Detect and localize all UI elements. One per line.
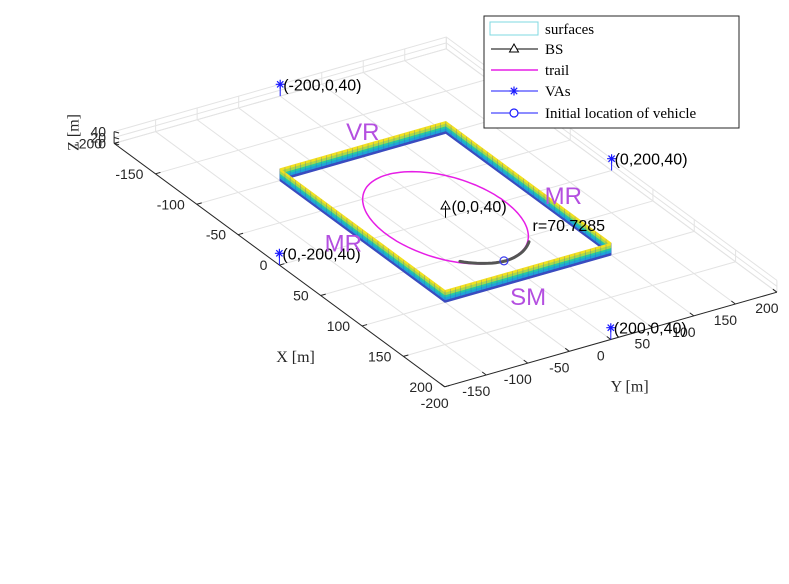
vehicle-trajectory-arc [458, 240, 531, 265]
floor-gridline-y [238, 107, 570, 352]
x-tick-label: -200 [74, 135, 102, 151]
legend-label-initial: Initial location of vehicle [545, 106, 697, 122]
y-tick-mark [481, 371, 487, 376]
x-tick-label: 50 [293, 288, 309, 304]
x-tick-mark [196, 202, 202, 205]
va-label: (0,200,40) [615, 152, 688, 169]
z-tick-label: 40 [91, 124, 107, 140]
floor-gridline-y [404, 60, 736, 305]
axes-box [113, 131, 778, 388]
x-tick-mark [279, 263, 285, 266]
bs-label: (0,0,40) [452, 199, 507, 216]
legend-label-vas: VAs [545, 84, 571, 100]
y-tick-label: 200 [755, 300, 779, 316]
y-tick-mark [731, 300, 736, 305]
y-tick-mark [440, 383, 446, 388]
x-tick-mark [155, 171, 161, 175]
trail-circle [361, 170, 530, 265]
va-marker [274, 248, 284, 258]
wall-gridline-z [113, 42, 778, 287]
x-tick-label: -50 [206, 227, 226, 243]
wall-label: VR [346, 119, 379, 146]
x-tick-mark [237, 232, 244, 236]
bs-marker [440, 199, 451, 210]
x-tick-mark [320, 293, 326, 297]
data-marks [274, 79, 617, 340]
x-tick-label: -150 [115, 166, 143, 182]
y-tick-label: -150 [462, 383, 490, 399]
z-tick-mark [113, 142, 120, 146]
wall-label: MR [545, 183, 582, 210]
surface-layer-line [279, 132, 447, 182]
legend: surfaces BS trail VAs Initial location of ve… [483, 15, 740, 129]
va-marker [275, 79, 285, 89]
y-tick-mark [648, 324, 653, 329]
y-tick-label: 0 [597, 348, 605, 364]
x-tick-label: 0 [260, 257, 268, 273]
trail-radius-label: r=70.7285 [533, 218, 606, 235]
y-tick-label: 50 [635, 336, 651, 352]
va-marker [607, 154, 617, 164]
initial-location-marker [499, 256, 509, 266]
legend-label-bs: BS [545, 42, 563, 58]
va-label: (200,0,40) [614, 321, 687, 338]
y-tick-label: -50 [549, 359, 569, 375]
z-tick-label: 20 [91, 130, 107, 146]
z-tick-mark [113, 137, 120, 140]
wall-gridline-z [113, 48, 778, 293]
y-tick-mark [689, 312, 695, 317]
y-tick-mark [606, 336, 612, 340]
x-axis-title: X [m] [276, 349, 315, 366]
z-axis-title: Z [m] [65, 114, 82, 151]
legend-label-surfaces: surfaces [545, 22, 594, 38]
z-tick-mark [113, 131, 120, 134]
x-tick-label: -100 [157, 196, 185, 212]
y-tick-mark [523, 359, 529, 364]
x-tick-label: 150 [368, 348, 392, 364]
x-tick-mark [361, 324, 368, 327]
wall-label: SM [510, 284, 546, 311]
va-marker [606, 323, 616, 333]
x-tick-mark [444, 384, 450, 388]
x-tick-label: 200 [409, 379, 433, 395]
va-label: (-200,0,40) [283, 77, 361, 94]
legend-bs-marker [508, 42, 520, 53]
y-axis-title: Y [m] [611, 379, 649, 396]
legend-initial-marker [509, 108, 519, 118]
surfaces [279, 121, 612, 303]
z-tick-label: 0 [98, 135, 106, 151]
y-tick-label: -200 [421, 395, 449, 411]
legend-label-trail: trail [545, 63, 569, 79]
y-tick-mark [772, 288, 778, 293]
x-tick-label: 100 [327, 318, 351, 334]
y-tick-label: 100 [672, 324, 696, 340]
x-tick-mark [403, 354, 409, 357]
floor-gridline-y [155, 131, 487, 376]
va-label: (0,-200,40) [282, 246, 360, 263]
legend-surface-swatch [489, 21, 539, 36]
wall-label: MR [325, 230, 362, 257]
y-tick-label: -100 [504, 371, 532, 387]
wall-gridline-z [113, 36, 778, 281]
legend-va-marker [509, 86, 519, 96]
y-tick-mark [564, 347, 570, 352]
labels: -200-150-100-50050100150200-200-150-100-… [65, 77, 779, 411]
y-tick-label: 150 [714, 312, 738, 328]
floor-gridline-y [321, 83, 653, 329]
